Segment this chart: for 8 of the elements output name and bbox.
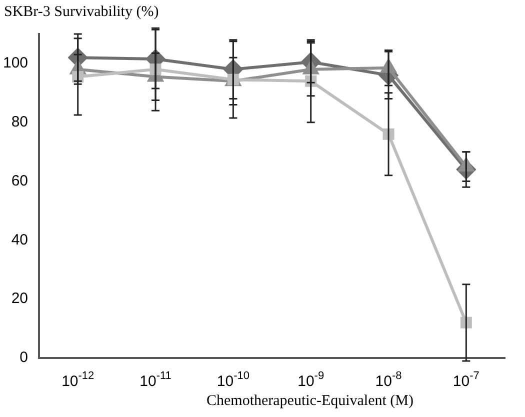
y-tick-label: 40 — [11, 231, 28, 248]
y-tick-label: 100 — [2, 54, 28, 72]
y-tick-label: 60 — [11, 172, 28, 190]
y-tick-label: 0 — [20, 349, 28, 366]
x-axis-title: Chemotherapeutic-Equivalent (M) — [205, 393, 414, 410]
y-tick-label: 20 — [11, 290, 28, 308]
y-axis-title: SKBr-3 Survivability (%) — [4, 4, 159, 21]
y-tick-label: 80 — [11, 114, 28, 131]
